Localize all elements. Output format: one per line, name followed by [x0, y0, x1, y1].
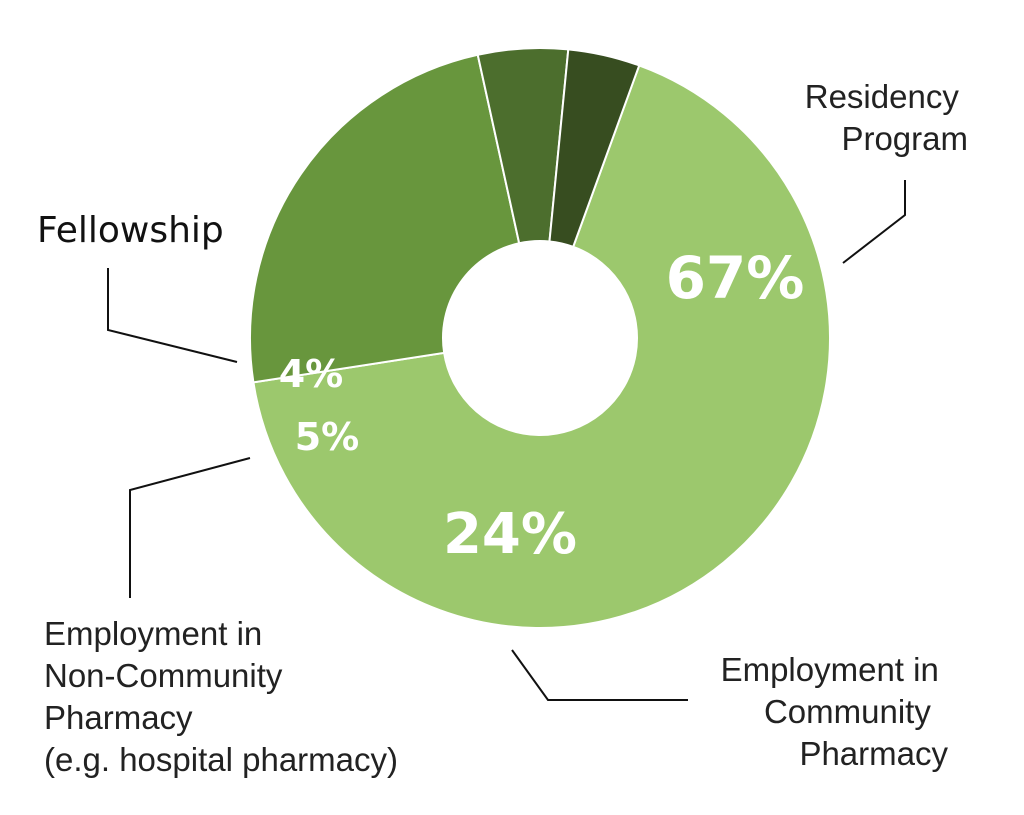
donut-slice-community: [249, 53, 521, 384]
data-label-residency: 67%: [666, 244, 805, 312]
data-label-noncommunity: 5%: [295, 415, 360, 459]
category-label-community: Employment in Community Pharmacy: [721, 651, 949, 772]
leader-line-fellowship: [107, 268, 238, 363]
data-label-fellowship: 4%: [279, 352, 344, 396]
donut-slice-fellowship: [548, 48, 641, 249]
category-label-fellowship: Fellowship: [37, 210, 224, 251]
category-label-residency: Residency Program: [805, 78, 968, 157]
donut-slice-residency: [252, 64, 831, 629]
category-label-noncommunity: Employment in Non-Community Pharmacy (e.…: [44, 615, 398, 778]
slices-group: [249, 47, 831, 629]
leader-line-residency: [842, 180, 906, 264]
leader-line-community: [511, 649, 688, 701]
data-label-community: 24%: [443, 502, 577, 567]
leader-line-noncommunity: [129, 457, 251, 598]
